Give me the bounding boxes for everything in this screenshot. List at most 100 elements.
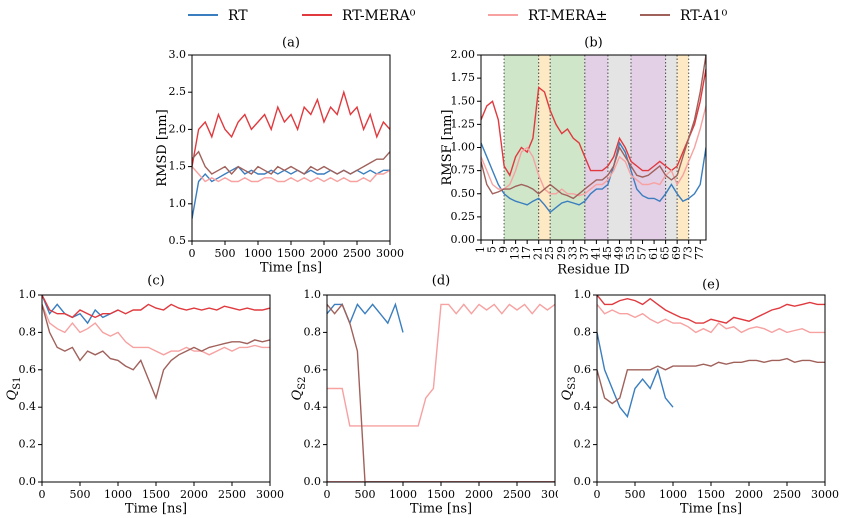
y-tick-label: 0.8 <box>19 325 37 338</box>
x-tick-label: 500 <box>625 488 646 501</box>
y-tick-label: 1.75 <box>451 71 476 84</box>
y-tick-label: 0.4 <box>19 400 37 413</box>
axes-frame <box>191 54 391 242</box>
x-tick-label: 25 <box>543 246 556 260</box>
x-tick-label: 1000 <box>659 488 687 501</box>
y-axis-label-sub: S3 <box>567 377 578 390</box>
panel-title: (b) <box>584 36 602 51</box>
x-tick-label: 2000 <box>735 488 763 501</box>
x-tick-label: 3000 <box>256 488 284 501</box>
x-tick-label: 17 <box>520 246 533 260</box>
x-tick-label: 57 <box>636 246 649 260</box>
x-tick-label: 49 <box>612 246 625 260</box>
series-line <box>42 304 270 356</box>
x-tick-label: 2500 <box>218 488 246 501</box>
series-line <box>597 357 825 405</box>
series-line <box>327 303 555 482</box>
x-axis-label: Residue ID <box>557 263 629 278</box>
x-tick-label: 0 <box>594 488 601 501</box>
legend-label: RT <box>228 8 248 24</box>
y-axis-label: QS2 <box>290 377 309 401</box>
series-line <box>327 302 404 333</box>
y-tick-label: 1.0 <box>304 288 322 301</box>
series-line <box>481 141 706 214</box>
x-tick-label: 3000 <box>541 488 569 501</box>
y-tick-label: 0.75 <box>451 164 476 177</box>
plot-area <box>481 55 706 240</box>
y-axis-label-main: Q <box>560 389 575 400</box>
series-line <box>597 332 674 419</box>
x-tick-label: 37 <box>578 246 591 260</box>
y-tick-label: 1.0 <box>19 288 37 301</box>
x-tick-label: 0 <box>324 488 331 501</box>
axes-frame <box>596 294 826 483</box>
y-axis-label-main: RMSD [nm] <box>155 109 170 186</box>
y-tick-label: 0.4 <box>304 400 322 413</box>
y-tick-label: 0.8 <box>574 325 592 338</box>
y-tick-label: 1.0 <box>574 288 592 301</box>
x-axis-label: Time [ns] <box>680 502 742 517</box>
series-line <box>192 89 390 167</box>
y-tick-label: 0.6 <box>19 363 37 376</box>
x-tick-label: 53 <box>624 246 637 260</box>
x-tick-label: 69 <box>670 246 683 260</box>
y-axis-label: RMSF [nm] <box>440 109 455 185</box>
x-tick-label: 1000 <box>389 488 417 501</box>
x-tick-label: 41 <box>589 246 602 260</box>
y-tick-label: 2.00 <box>451 48 476 61</box>
panel-title: (d) <box>432 274 450 289</box>
x-tick-label: 61 <box>647 246 660 260</box>
x-tick-label: 0 <box>189 247 196 260</box>
plot-area <box>42 295 270 401</box>
region-band <box>677 55 689 240</box>
y-tick-label: 1.5 <box>169 160 187 173</box>
panel-title: (a) <box>282 36 300 51</box>
x-tick-label: 2000 <box>310 247 338 260</box>
y-tick-label: 0.8 <box>304 325 322 338</box>
x-tick-label: 13 <box>509 246 522 260</box>
y-axis-label-sub: S1 <box>12 377 23 390</box>
x-tick-label: 1500 <box>277 247 305 260</box>
x-tick-label: 1500 <box>142 488 170 501</box>
x-tick-label: 2500 <box>773 488 801 501</box>
x-tick-label: 1500 <box>427 488 455 501</box>
series-line <box>192 150 390 176</box>
x-tick-label: 2500 <box>343 247 371 260</box>
x-tick-label: 1000 <box>244 247 272 260</box>
x-axis-label: Time [ns] <box>260 261 322 276</box>
y-tick-label: 0.0 <box>304 475 322 488</box>
series-line <box>192 166 390 183</box>
axes-frame <box>326 294 556 483</box>
x-tick-label: 73 <box>682 246 695 260</box>
x-tick-label: 3000 <box>811 488 839 501</box>
x-tick-label: 45 <box>601 246 614 260</box>
legend-label: RT-MERA⁰ <box>342 8 416 24</box>
series-line <box>481 55 706 200</box>
series-line <box>42 295 119 325</box>
x-tick-label: 29 <box>555 246 568 260</box>
y-axis-label-main: RMSF [nm] <box>440 109 455 185</box>
region-band <box>665 55 678 240</box>
y-tick-label: 0.2 <box>574 438 592 451</box>
y-axis-label: QS3 <box>560 377 579 401</box>
y-tick-label: 0.6 <box>574 363 592 376</box>
x-tick-label: 500 <box>215 247 236 260</box>
x-tick-label: 1000 <box>104 488 132 501</box>
region-band <box>538 55 551 240</box>
x-tick-label: 0 <box>39 488 46 501</box>
y-tick-label: 0.4 <box>574 400 592 413</box>
x-tick-label: 33 <box>566 246 579 260</box>
y-tick-label: 0.25 <box>451 210 476 223</box>
x-tick-label: 2000 <box>465 488 493 501</box>
region-band <box>550 55 585 240</box>
y-tick-label: 0.00 <box>451 233 476 246</box>
legend-label: RT-A1⁰ <box>680 8 728 24</box>
x-axis-label: Time [ns] <box>410 502 472 517</box>
x-tick-label: 1 <box>474 246 487 253</box>
x-tick-label: 2000 <box>180 488 208 501</box>
y-tick-label: 0.2 <box>304 438 322 451</box>
region-band <box>584 55 608 240</box>
panel-title: (e) <box>702 278 720 293</box>
x-tick-label: 65 <box>659 246 672 260</box>
y-tick-label: 1.25 <box>451 117 476 130</box>
